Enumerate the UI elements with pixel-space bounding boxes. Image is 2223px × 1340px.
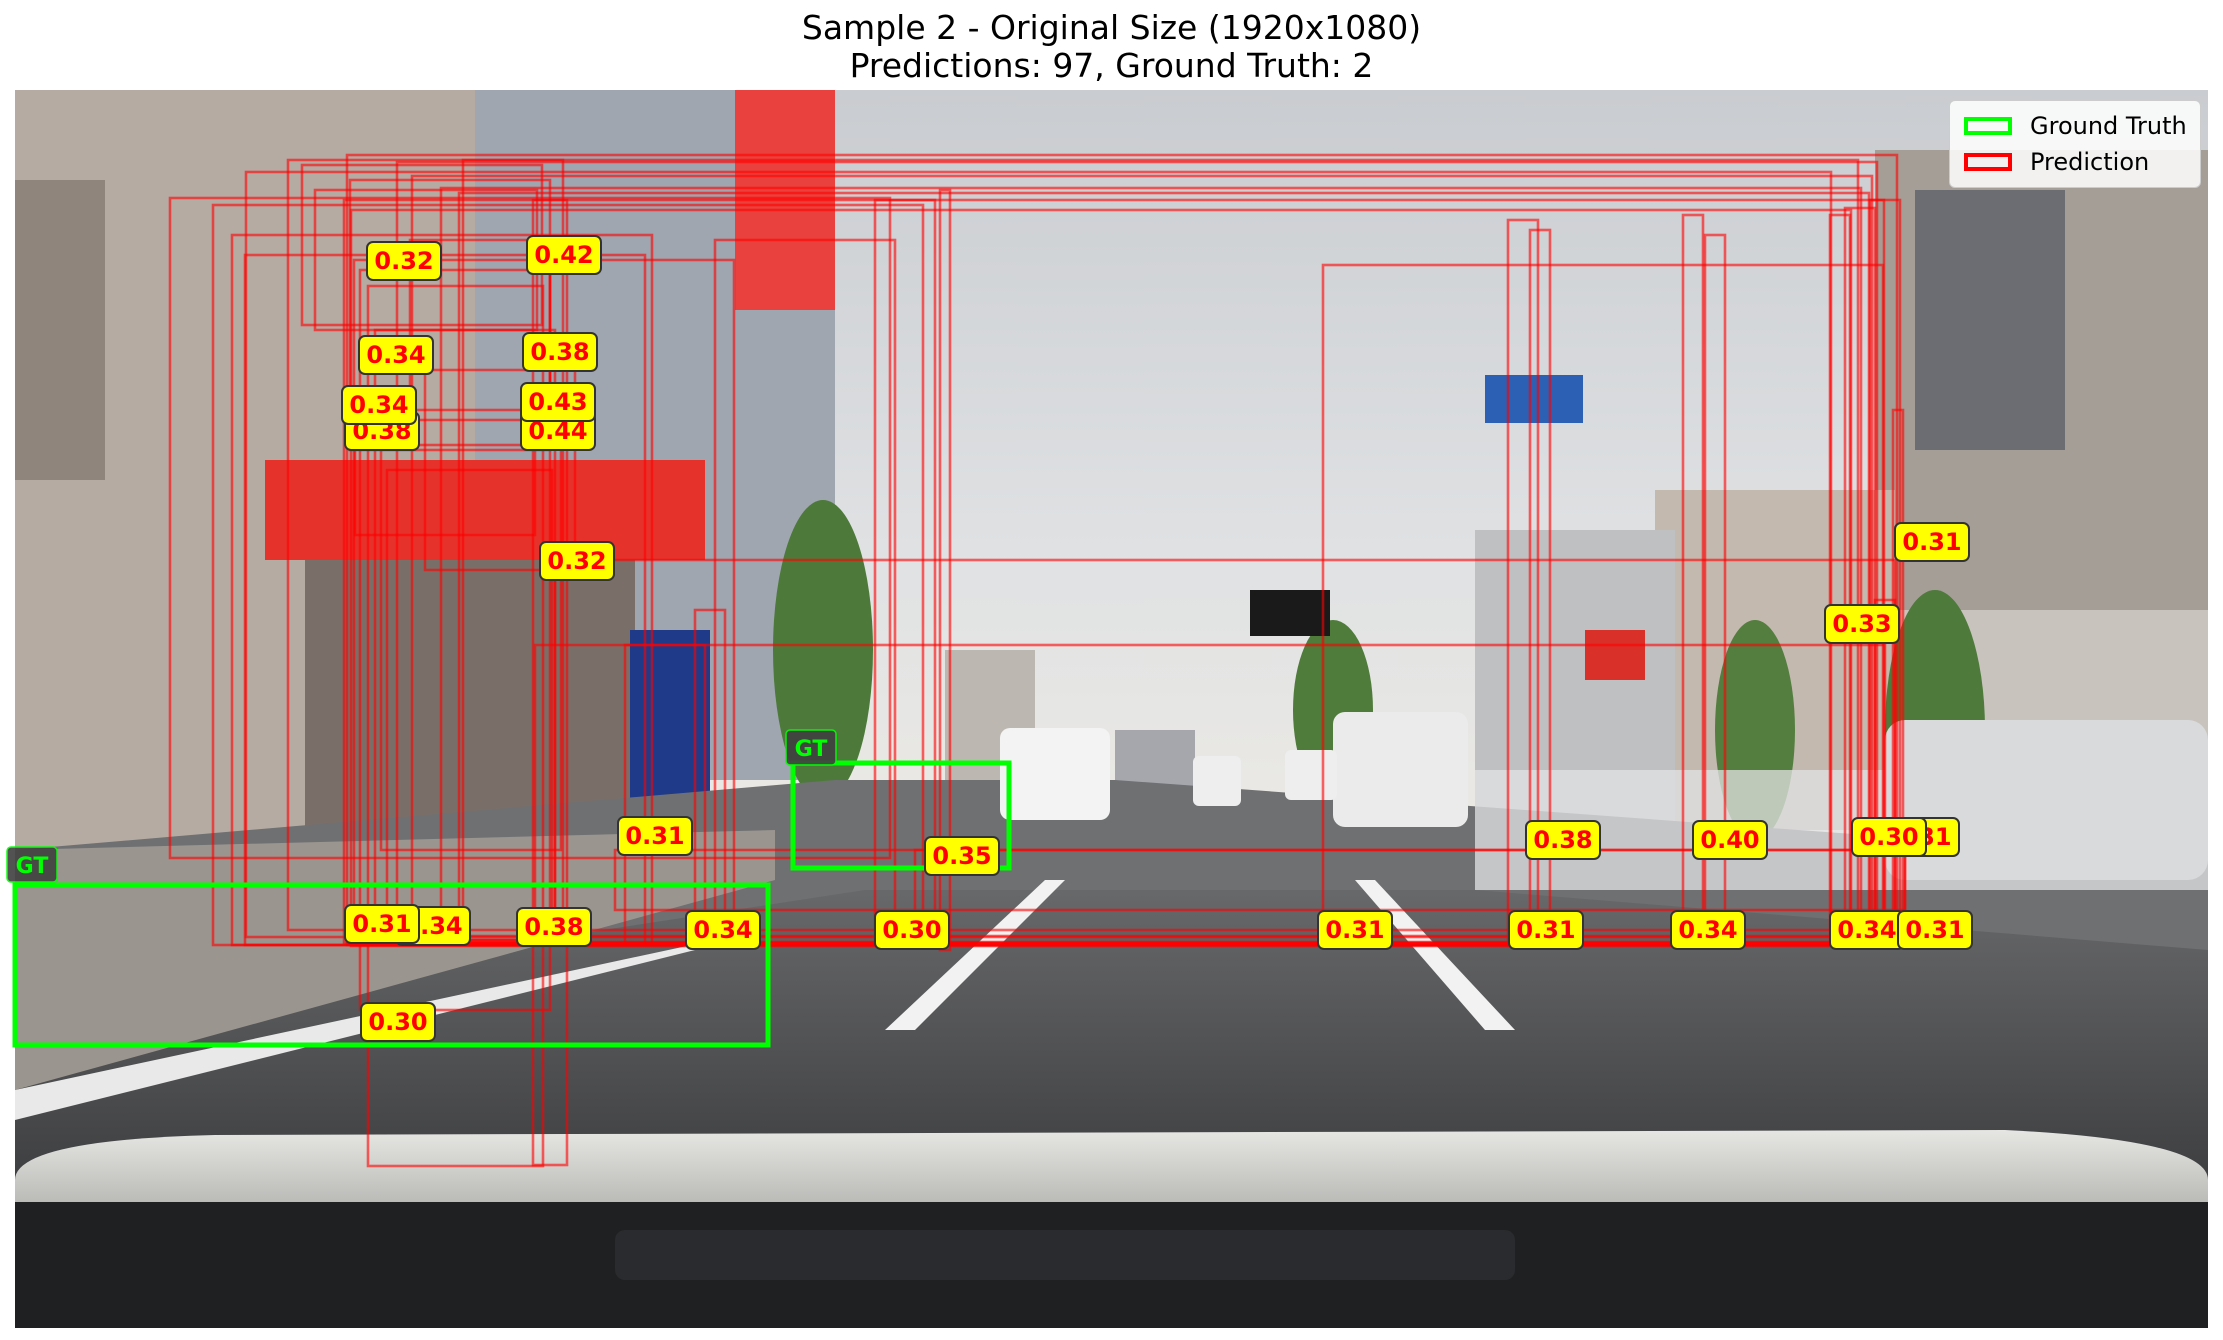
svg-text:0.30: 0.30 xyxy=(368,1008,427,1036)
prediction-box xyxy=(613,848,1907,912)
prediction-box xyxy=(379,418,563,852)
ground-truth-box xyxy=(12,882,771,1048)
score-label: 0.38 xyxy=(1525,820,1601,860)
svg-text:0.38: 0.38 xyxy=(1533,826,1592,854)
prediction-box xyxy=(408,238,552,412)
ground-truth-boxes xyxy=(12,760,1012,1048)
legend-label-ground-truth: Ground Truth xyxy=(2030,112,2187,140)
svg-text:0.38: 0.38 xyxy=(524,913,583,941)
svg-text:0.43: 0.43 xyxy=(528,388,587,416)
score-label: 0.34 xyxy=(685,910,761,950)
score-label: 0.31 xyxy=(344,904,420,944)
score-label: 0.34 xyxy=(1670,910,1746,950)
figure-title: Sample 2 - Original Size (1920x1080) xyxy=(801,8,1422,47)
ground-truth-box xyxy=(790,760,1012,871)
prediction-box xyxy=(423,368,577,572)
prediction-box xyxy=(873,198,937,947)
score-label: 0.30 xyxy=(360,1002,436,1042)
svg-text:0.31: 0.31 xyxy=(1325,916,1384,944)
svg-text:0.34: 0.34 xyxy=(1678,916,1737,944)
score-label: 0.43 xyxy=(520,382,596,422)
prediction-box xyxy=(1321,263,1885,947)
svg-text:0.33: 0.33 xyxy=(1832,610,1891,638)
svg-text:0.35: 0.35 xyxy=(932,842,991,870)
score-label: 0.32 xyxy=(539,541,615,581)
score-label: 0.42 xyxy=(526,235,602,275)
svg-text:0.32: 0.32 xyxy=(374,247,433,275)
score-label: 0.30 xyxy=(874,910,950,950)
prediction-boxes xyxy=(168,153,1907,1168)
score-label: 0.32 xyxy=(366,241,442,281)
score-label: 0.40 xyxy=(1692,820,1768,860)
prediction-box xyxy=(410,174,1874,938)
score-label: 0.38 xyxy=(516,907,592,947)
svg-text:0.30: 0.30 xyxy=(882,916,941,944)
gt-tag-box xyxy=(6,846,58,883)
svg-text:0.30: 0.30 xyxy=(1859,823,1918,851)
prediction-box xyxy=(938,188,952,952)
score-label: 0.31 xyxy=(617,816,693,856)
score-label: 0.31 xyxy=(1508,910,1584,950)
prediction-box xyxy=(353,443,537,537)
prediction-box xyxy=(366,284,545,1168)
prediction-box xyxy=(1828,213,1852,947)
svg-text:0.31: 0.31 xyxy=(1905,916,1964,944)
legend-item-prediction: Prediction xyxy=(1964,147,2149,177)
score-label: 0.34 xyxy=(341,385,417,425)
legend-label-prediction: Prediction xyxy=(2030,148,2150,176)
score-label: 0.34 xyxy=(358,335,434,375)
legend-item-ground-truth: Ground Truth xyxy=(1964,111,2187,141)
gt-tag-box xyxy=(785,729,837,766)
gt-tag-text: GT xyxy=(16,854,49,879)
prediction-box xyxy=(168,196,892,860)
legend: Ground Truth Prediction xyxy=(1949,100,2201,188)
svg-text:0.31: 0.31 xyxy=(1902,528,1961,556)
prediction-box xyxy=(713,238,897,947)
legend-swatch-prediction xyxy=(1964,153,2012,171)
svg-text:0.31: 0.31 xyxy=(625,822,684,850)
prediction-box xyxy=(693,608,727,942)
detection-overlay: GT GT 0.32 0.42 0.34 0.38 0.38 0.34 0.44… xyxy=(6,153,1973,1168)
svg-text:0.34: 0.34 xyxy=(693,916,752,944)
prediction-box xyxy=(358,268,552,1012)
ground-truth-tags: GT GT xyxy=(6,729,837,883)
svg-text:0.38: 0.38 xyxy=(530,338,589,366)
score-label: 0.31 xyxy=(1894,522,1970,562)
prediction-box xyxy=(286,158,1860,932)
svg-text:0.34: 0.34 xyxy=(366,341,425,369)
score-label: 0.30 xyxy=(1851,817,1927,857)
svg-text:0.40: 0.40 xyxy=(1700,826,1759,854)
figure-subtitle: Predictions: 97, Ground Truth: 2 xyxy=(849,46,1374,85)
svg-text:0.34: 0.34 xyxy=(1837,916,1896,944)
score-labels: 0.32 0.42 0.34 0.38 0.38 0.34 0.44 0.43 … xyxy=(341,235,1973,1042)
gt-tag-text: GT xyxy=(795,737,828,762)
score-label: 0.38 xyxy=(522,332,598,372)
score-label: 0.35 xyxy=(924,836,1000,876)
svg-text:0.31: 0.31 xyxy=(352,910,411,938)
svg-text:0.31: 0.31 xyxy=(1516,916,1575,944)
score-label: 0.31 xyxy=(1897,910,1973,950)
prediction-box xyxy=(623,643,707,947)
score-label: 0.34 xyxy=(1829,910,1905,950)
svg-text:0.32: 0.32 xyxy=(547,547,606,575)
legend-swatch-ground-truth xyxy=(1964,117,2012,135)
svg-text:0.34: 0.34 xyxy=(349,391,408,419)
svg-text:0.42: 0.42 xyxy=(534,241,593,269)
score-label: 0.31 xyxy=(1317,910,1393,950)
score-label: 0.33 xyxy=(1824,604,1900,644)
